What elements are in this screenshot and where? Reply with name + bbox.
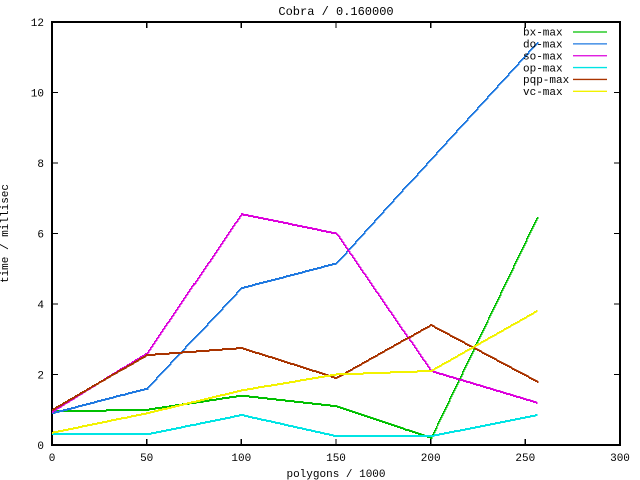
svg-text:vc-max: vc-max	[523, 87, 563, 99]
svg-text:op-max: op-max	[523, 63, 563, 75]
svg-text:do-max: do-max	[523, 40, 563, 52]
svg-text:2: 2	[37, 371, 44, 383]
svg-text:150: 150	[326, 453, 346, 465]
svg-text:bx-max: bx-max	[523, 28, 563, 40]
svg-text:200: 200	[421, 453, 441, 465]
svg-text:0: 0	[37, 441, 44, 453]
svg-text:4: 4	[37, 300, 44, 312]
svg-text:10: 10	[31, 89, 44, 101]
svg-text:so-max: so-max	[523, 51, 563, 63]
svg-text:50: 50	[140, 453, 153, 465]
svg-text:8: 8	[37, 159, 44, 171]
svg-text:pqp-max: pqp-max	[523, 75, 570, 87]
svg-text:Cobra / 0.160000: Cobra / 0.160000	[278, 5, 393, 19]
svg-text:polygons / 1000: polygons / 1000	[286, 469, 385, 480]
svg-text:100: 100	[231, 453, 251, 465]
svg-text:time / millisec: time / millisec	[0, 184, 12, 283]
svg-text:12: 12	[31, 18, 44, 30]
svg-text:250: 250	[515, 453, 535, 465]
svg-text:6: 6	[37, 230, 44, 242]
svg-text:0: 0	[49, 453, 56, 465]
svg-text:300: 300	[610, 453, 630, 465]
